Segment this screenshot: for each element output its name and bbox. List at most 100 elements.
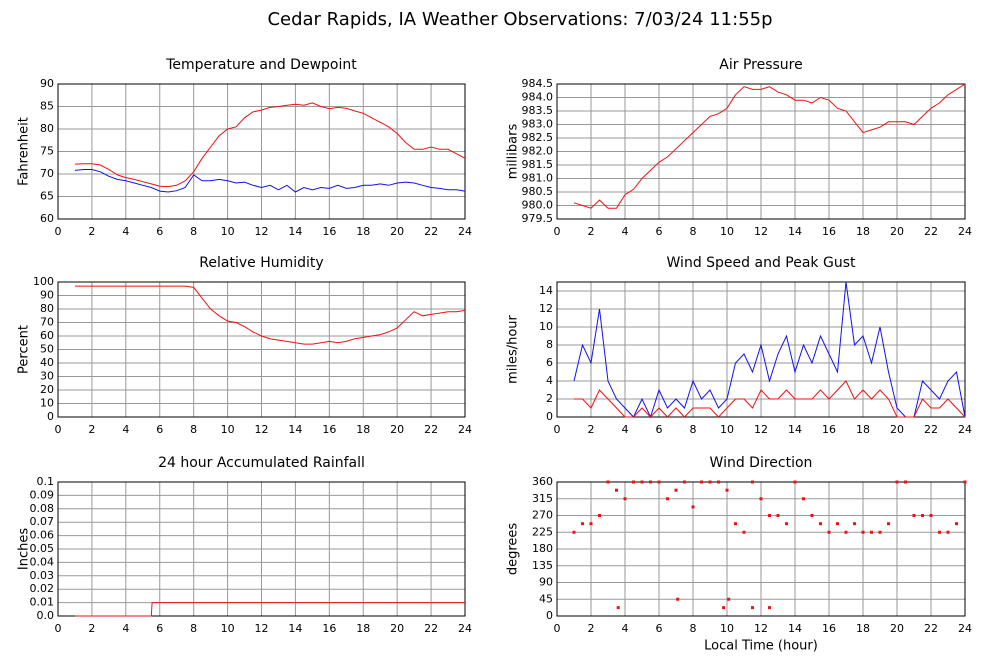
- x-tick-label: 24: [958, 622, 972, 635]
- data-point: [727, 597, 731, 601]
- x-tick-label: 12: [255, 225, 269, 238]
- x-axis-label: Local Time (hour): [704, 639, 818, 654]
- y-tick-label: 0.07: [30, 515, 55, 528]
- data-point: [861, 530, 865, 534]
- y-tick-label: 60: [40, 212, 54, 225]
- data-point: [722, 606, 726, 610]
- y-tick-label: 4: [546, 374, 553, 387]
- data-point: [793, 480, 797, 484]
- y-tick-label: 0: [546, 609, 553, 622]
- data-point: [734, 522, 737, 526]
- x-tick-label: 2: [588, 225, 595, 238]
- y-tick-label: 85: [40, 100, 54, 113]
- data-point: [632, 480, 635, 484]
- x-tick-label: 16: [322, 225, 336, 238]
- y-tick-label: 984.5: [522, 77, 554, 90]
- x-tick-label: 8: [690, 622, 697, 635]
- data-point: [802, 497, 805, 501]
- y-tick-label: 10: [40, 397, 54, 410]
- y-tick-label: 0.04: [30, 555, 55, 568]
- data-point: [955, 522, 958, 526]
- plot-frame: [57, 481, 466, 617]
- data-point: [938, 530, 941, 534]
- y-tick-label: 135: [532, 559, 553, 572]
- data-line: [573, 83, 966, 209]
- y-tick-label: 984.0: [522, 91, 554, 104]
- x-tick-label: 22: [424, 225, 438, 238]
- page-title: Cedar Rapids, IA Weather Observations: 7…: [267, 9, 772, 30]
- data-point: [785, 522, 788, 526]
- data-point: [649, 480, 652, 484]
- x-tick-label: 20: [890, 225, 904, 238]
- data-point: [827, 530, 831, 534]
- y-tick-label: 65: [40, 190, 54, 203]
- data-point: [963, 480, 967, 484]
- panel-title: 24 hour Accumulated Rainfall: [158, 455, 365, 471]
- x-tick-label: 2: [588, 622, 595, 635]
- x-tick-label: 6: [156, 225, 163, 238]
- y-axis-label: degrees: [506, 523, 521, 576]
- x-tick-label: 0: [554, 622, 561, 635]
- x-tick-label: 12: [754, 225, 768, 238]
- y-tick-label: 980.5: [522, 185, 554, 198]
- x-tick-label: 0: [55, 225, 62, 238]
- x-tick-label: 18: [356, 225, 370, 238]
- data-point: [674, 488, 678, 492]
- x-tick-label: 22: [924, 423, 938, 436]
- y-tick-label: 14: [539, 284, 553, 297]
- y-tick-label: 0.1: [37, 475, 55, 488]
- y-tick-label: 80: [40, 122, 54, 135]
- y-tick-label: 70: [40, 167, 54, 180]
- x-tick-label: 2: [88, 622, 95, 635]
- x-tick-label: 8: [190, 225, 197, 238]
- y-tick-label: 6: [546, 356, 553, 369]
- y-tick-label: 360: [532, 475, 553, 488]
- x-tick-label: 10: [720, 423, 734, 436]
- x-tick-label: 6: [656, 423, 663, 436]
- data-point: [666, 497, 669, 501]
- x-tick-label: 20: [390, 225, 404, 238]
- data-point: [742, 530, 746, 534]
- x-tick-label: 16: [822, 225, 836, 238]
- y-tick-label: 80: [40, 302, 54, 315]
- plot-frame: [556, 83, 966, 220]
- x-tick-label: 10: [720, 225, 734, 238]
- x-tick-label: 22: [424, 622, 438, 635]
- data-line: [74, 169, 466, 193]
- data-point: [683, 480, 686, 484]
- y-tick-label: 90: [539, 576, 553, 589]
- x-tick-label: 18: [356, 423, 370, 436]
- data-point: [623, 497, 627, 501]
- y-tick-label: 20: [40, 383, 54, 396]
- x-tick-label: 18: [356, 622, 370, 635]
- x-tick-label: 6: [656, 225, 663, 238]
- data-point: [708, 480, 712, 484]
- y-tick-label: 0.09: [30, 488, 55, 501]
- data-point: [887, 522, 890, 526]
- x-tick-label: 14: [788, 225, 802, 238]
- data-line: [74, 102, 466, 188]
- y-tick-label: 50: [40, 343, 54, 356]
- y-tick-label: 0: [546, 410, 553, 423]
- x-tick-label: 4: [122, 622, 129, 635]
- x-tick-label: 20: [890, 622, 904, 635]
- y-tick-label: 270: [532, 509, 553, 522]
- data-point: [691, 505, 695, 509]
- x-tick-label: 22: [924, 225, 938, 238]
- y-tick-label: 10: [539, 320, 553, 333]
- data-point: [768, 514, 771, 517]
- x-tick-label: 24: [458, 423, 472, 436]
- data-line: [574, 380, 966, 418]
- data-point: [589, 522, 593, 526]
- data-point: [676, 597, 680, 601]
- plot-frame: [556, 281, 966, 418]
- data-point: [606, 480, 610, 484]
- y-tick-label: 90: [40, 77, 54, 90]
- x-tick-label: 24: [958, 423, 972, 436]
- x-tick-label: 24: [458, 622, 472, 635]
- x-tick-label: 0: [554, 423, 561, 436]
- x-tick-label: 24: [958, 225, 972, 238]
- plot-frame: [57, 83, 466, 220]
- x-tick-label: 2: [588, 423, 595, 436]
- data-point: [870, 530, 873, 534]
